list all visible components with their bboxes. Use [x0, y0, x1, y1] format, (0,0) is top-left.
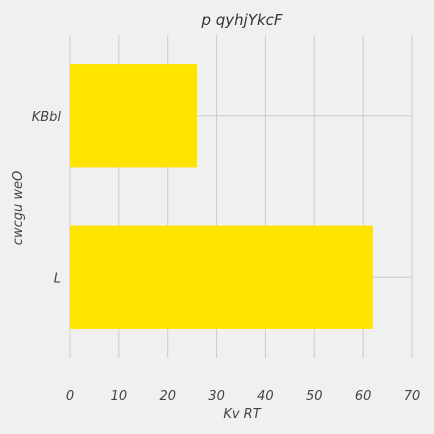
bars: [70, 64, 373, 329]
y-tick-label: KBbl: [32, 110, 62, 125]
x-tick-labels: 0 10 20 30 40 50 60 70: [66, 389, 420, 404]
y-axis-label: cwcgu weO: [11, 171, 26, 245]
x-axis-label: Kv RT: [223, 407, 261, 422]
bar-L: [70, 225, 373, 329]
x-tick-label: 20: [159, 389, 176, 404]
x-tick-label: 70: [404, 389, 421, 404]
x-tick-label: 60: [355, 389, 372, 404]
x-tick-label: 10: [111, 389, 128, 404]
x-tick-label: 50: [306, 389, 323, 404]
x-tick-label: 0: [66, 389, 74, 404]
y-tick-label: L: [54, 271, 61, 286]
x-tick-label: 30: [208, 389, 225, 404]
y-tick-labels: KBbl L: [32, 110, 62, 287]
chart-title: p qyhjYkcF: [200, 11, 282, 29]
x-tick-label: 40: [257, 389, 274, 404]
bar-KBbl: [70, 64, 198, 168]
